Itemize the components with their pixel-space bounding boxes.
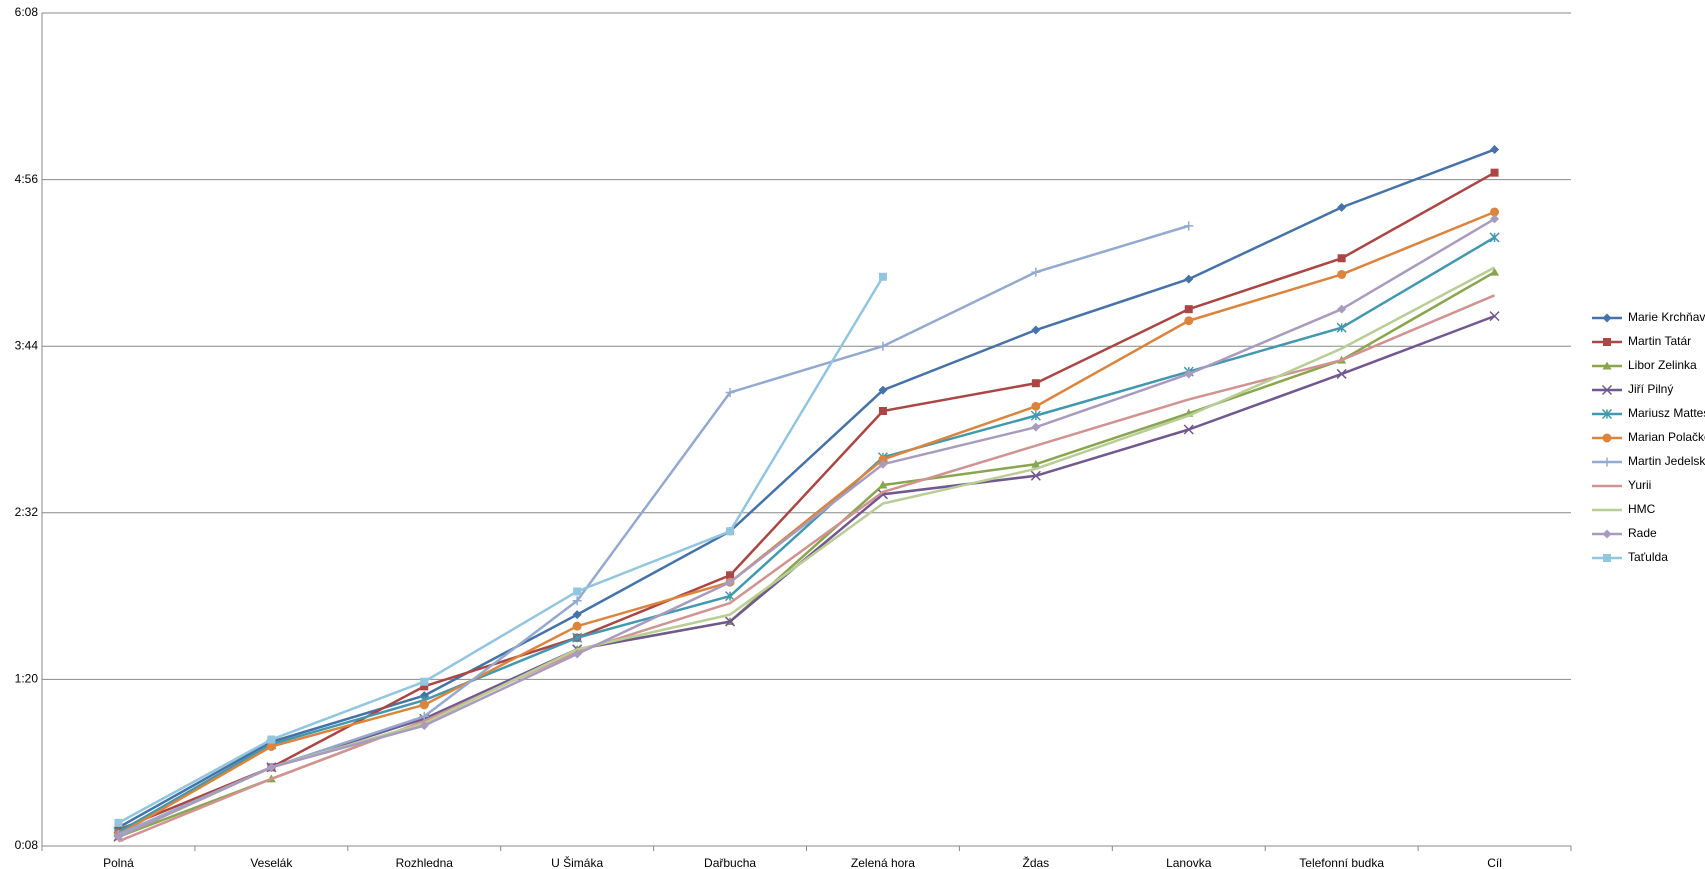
marker [572, 610, 582, 620]
marker [1184, 369, 1194, 379]
marker [419, 711, 429, 721]
marker [572, 632, 583, 643]
marker [1031, 267, 1041, 277]
legend-label: Taťulda [1628, 550, 1668, 564]
marker [572, 596, 582, 606]
legend-label: Martin Tatár [1628, 334, 1691, 348]
y-tick-label: 6:08 [15, 5, 39, 19]
legend-label: Libor Zelinka [1628, 358, 1697, 372]
series-line [117, 210, 1496, 836]
x-tick-label: Dařbucha [704, 856, 756, 869]
marker [725, 577, 735, 587]
marker [1031, 379, 1040, 388]
y-tick-label: 4:56 [15, 172, 39, 186]
marker [1490, 168, 1499, 177]
x-tick-label: U Šimáka [551, 855, 603, 869]
marker [878, 459, 888, 469]
marker [114, 818, 123, 827]
legend-label: Mariusz Mattes [1628, 406, 1705, 420]
marker [1337, 202, 1347, 212]
marker [419, 721, 429, 731]
x-tick-label: Telefonní budka [1299, 856, 1384, 869]
marker [1601, 384, 1613, 396]
marker [572, 649, 582, 659]
marker [1490, 214, 1500, 224]
marker [1183, 424, 1194, 435]
marker [420, 682, 429, 691]
marker [1031, 422, 1041, 432]
legend-label: Martin Jedelský [1628, 454, 1705, 468]
marker [1336, 322, 1347, 333]
marker [266, 762, 276, 772]
legend-label: Jiří Pilný [1628, 382, 1673, 396]
y-tick-label: 1:20 [15, 672, 39, 686]
x-tick-label: Ždas [1023, 855, 1050, 869]
marker [1601, 408, 1613, 420]
marker [1602, 529, 1612, 539]
marker [1602, 457, 1612, 467]
marker [1031, 325, 1041, 335]
marker [267, 735, 276, 744]
marker [1490, 267, 1500, 276]
y-tick-label: 0:08 [15, 838, 39, 852]
marker [266, 742, 276, 752]
marker [1490, 207, 1500, 217]
marker [1602, 313, 1612, 323]
marker [1603, 338, 1611, 346]
y-tick-label: 2:32 [15, 505, 39, 519]
marker [573, 587, 582, 596]
marker [878, 385, 888, 395]
legend-label: Marian Polačko [1628, 430, 1705, 444]
legend-label: Yurii [1628, 478, 1651, 492]
legend-label: Marie Krchňavá [1628, 310, 1705, 324]
x-tick-label: Rozhledna [396, 856, 454, 869]
series-line [117, 294, 1496, 843]
series-line [117, 217, 1496, 838]
marker [113, 832, 123, 842]
legend-label: Rade [1628, 526, 1657, 540]
marker [725, 591, 736, 602]
marker [419, 700, 429, 710]
x-tick-label: Lanovka [1166, 856, 1212, 869]
marker [1602, 361, 1612, 370]
x-tick-label: Veselák [250, 856, 293, 869]
x-tick-label: Polná [103, 856, 134, 869]
marker [878, 480, 888, 489]
series-line [117, 276, 885, 824]
marker [1489, 311, 1500, 322]
marker [725, 616, 736, 627]
marker [1031, 459, 1041, 468]
marker [420, 677, 429, 686]
marker [1603, 554, 1611, 562]
marker [1490, 145, 1500, 155]
marker [1184, 274, 1194, 284]
marker [878, 406, 887, 415]
marker [878, 272, 887, 281]
marker [1030, 470, 1041, 481]
legend-label: HMC [1628, 502, 1656, 516]
marker [1184, 221, 1194, 231]
marker [725, 387, 735, 397]
marker [1337, 269, 1347, 279]
series-line [117, 236, 1496, 834]
marker [1336, 368, 1347, 379]
marker [1184, 305, 1193, 314]
marker [726, 527, 735, 536]
marker [1184, 316, 1194, 326]
x-tick-label: Zelená hora [851, 856, 915, 869]
marker [1030, 410, 1041, 421]
marker [878, 455, 888, 465]
marker [1602, 433, 1612, 443]
marker [1337, 254, 1346, 263]
y-tick-label: 3:44 [15, 338, 39, 352]
marker [1031, 401, 1041, 411]
series-line [117, 148, 1495, 829]
marker [572, 621, 582, 631]
marker [726, 571, 735, 580]
x-tick-label: Cíl [1487, 856, 1502, 869]
marker [1489, 232, 1500, 243]
marker [878, 341, 888, 351]
marker [1337, 304, 1347, 314]
